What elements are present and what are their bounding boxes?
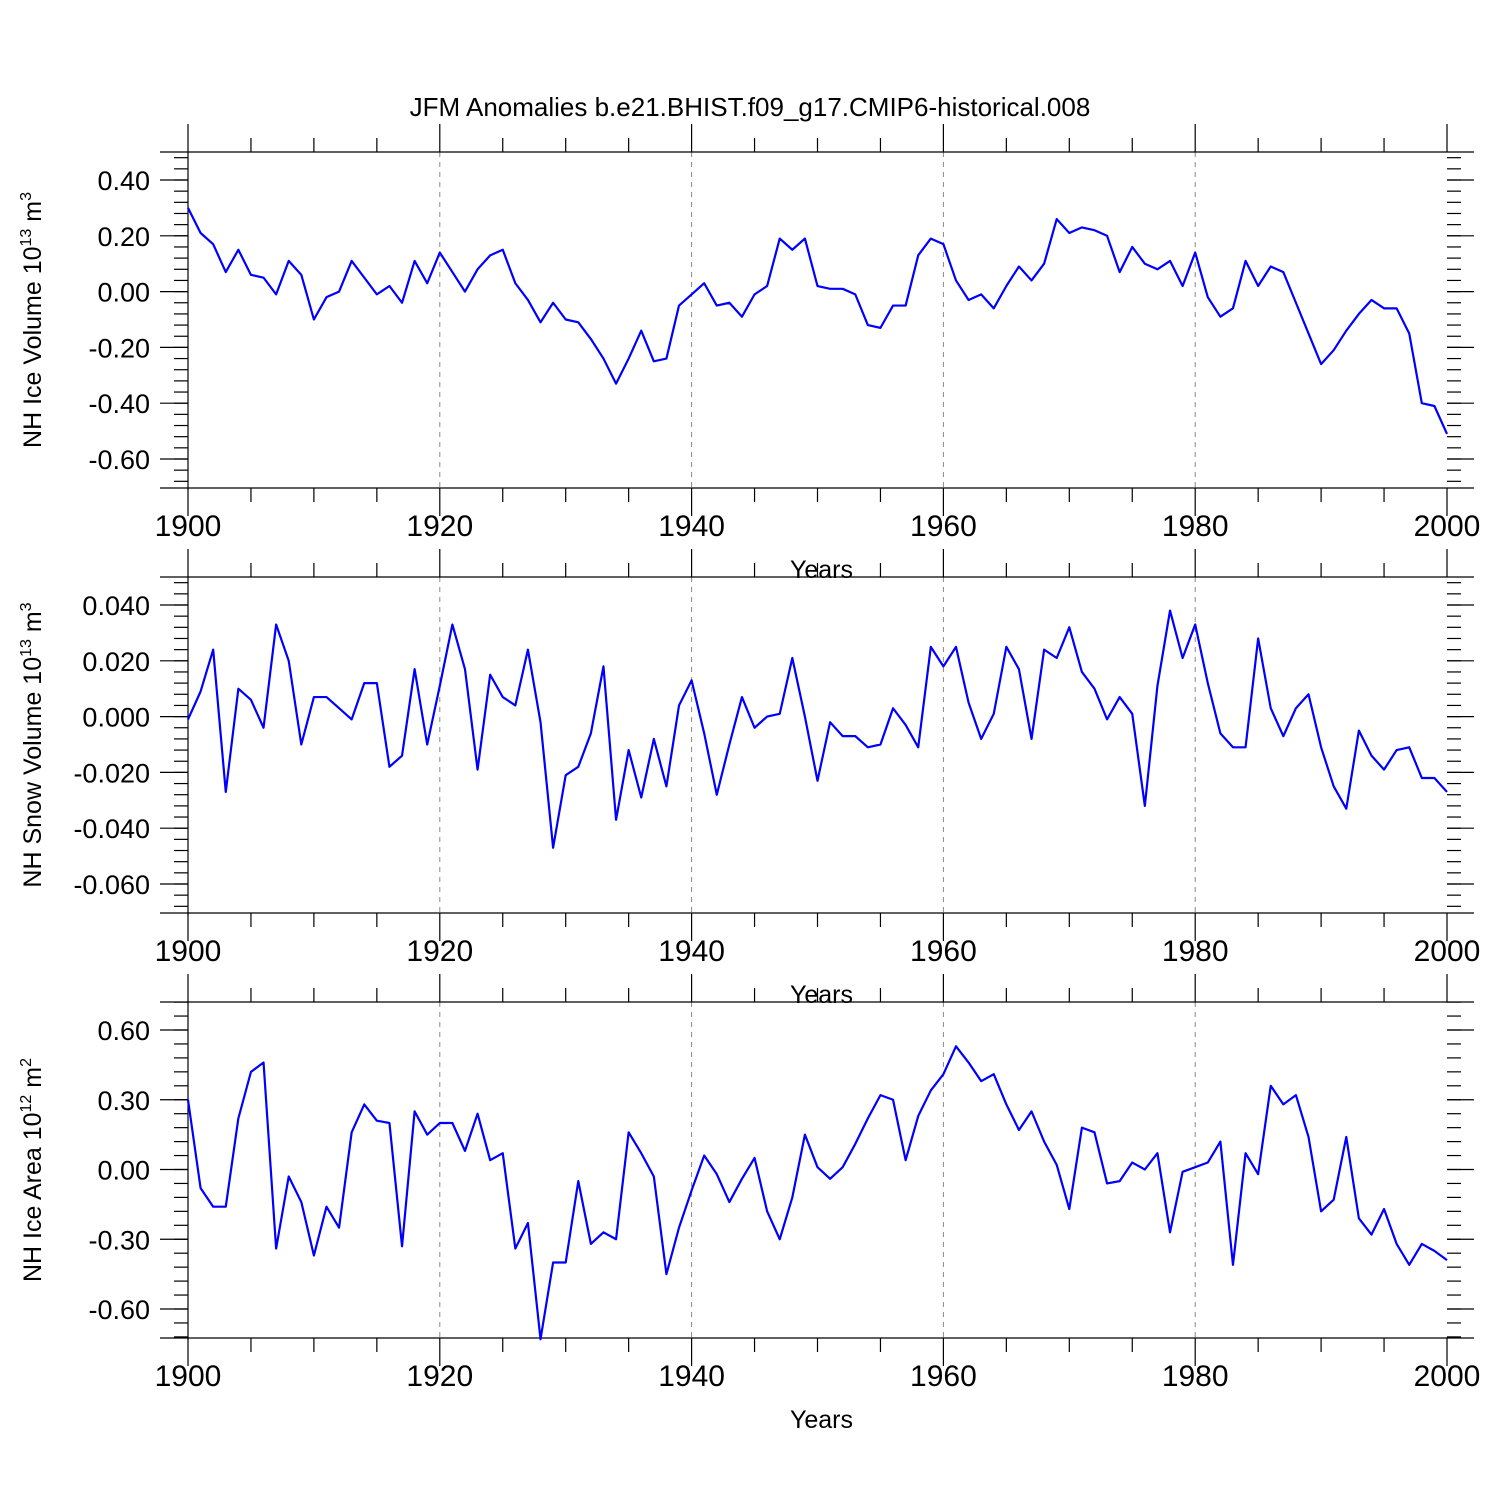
y-tick-label: -0.20	[88, 333, 150, 363]
ice-area-series-line	[186, 1045, 1448, 1341]
y-tick-label: 0.30	[97, 1086, 150, 1116]
y-axis-title: NH Snow Volume 1013 m3	[18, 602, 47, 887]
x-tick-label: 2000	[1414, 935, 1481, 968]
x-tick-label: 1980	[1162, 510, 1229, 543]
x-tick-label: 2000	[1414, 1360, 1481, 1393]
y-tick-label: 0.40	[97, 166, 150, 196]
ice-volume-panel: 0.40 0.20 0.00 -0.20 -0.40 -0.60 1900 1920 1940 1…	[18, 124, 1480, 584]
y-tick-label: 0.020	[82, 647, 150, 677]
y-tick-label: 0.00	[97, 1156, 150, 1186]
y-tick-label: 0.040	[82, 591, 150, 621]
ice-area-panel: 0.60 0.30 0.00 -0.30 -0.60 1900 1920 1940 1960 19…	[18, 974, 1480, 1434]
y-axis-title: NH Ice Area 1012 m2	[18, 1058, 47, 1282]
ice-volume-series-line	[187, 207, 1449, 435]
snow-volume-series-line	[186, 609, 1448, 849]
y-tick-label: 0.60	[97, 1016, 150, 1046]
x-tick-label: 1940	[658, 1360, 725, 1393]
x-tick-label: 1900	[155, 510, 222, 543]
y-axis-title: NH Ice Volume 1013 m3	[18, 192, 47, 448]
x-tick-label: 1940	[658, 935, 725, 968]
x-tick-label: 1980	[1162, 1360, 1229, 1393]
x-tick-label: 1940	[658, 510, 725, 543]
y-tick-label: -0.40	[88, 389, 150, 419]
x-tick-label: 1900	[155, 935, 222, 968]
x-axis-title: Years	[790, 1406, 853, 1434]
snow-volume-panel: 0.040 0.020 0.000 -0.020 -0.040 -0.060 1900 192…	[18, 549, 1480, 1009]
y-tick-label: 0.20	[97, 222, 150, 252]
y-tick-label: -0.60	[88, 445, 150, 475]
x-tick-label: 1920	[406, 1360, 473, 1393]
y-tick-label: 0.00	[97, 278, 150, 308]
x-axis-title: Years	[790, 981, 853, 1009]
y-tick-label: -0.040	[73, 814, 150, 844]
y-tick-label: 0.000	[82, 703, 150, 733]
x-tick-label: 1980	[1162, 935, 1229, 968]
x-tick-label: 2000	[1414, 510, 1481, 543]
x-tick-label: 1960	[910, 1360, 977, 1393]
x-tick-label: 1960	[910, 935, 977, 968]
x-axis-title: Years	[790, 556, 853, 584]
y-tick-label: -0.020	[73, 758, 150, 788]
y-tick-label: -0.30	[88, 1225, 150, 1255]
chart-title: JFM Anomalies b.e21.BHIST.f09_g17.CMIP6-…	[410, 92, 1091, 122]
x-tick-label: 1900	[155, 1360, 222, 1393]
x-tick-label: 1960	[910, 510, 977, 543]
y-tick-label: -0.060	[73, 870, 150, 900]
x-tick-label: 1920	[406, 510, 473, 543]
x-tick-label: 1920	[406, 935, 473, 968]
y-tick-label: -0.60	[88, 1295, 150, 1325]
